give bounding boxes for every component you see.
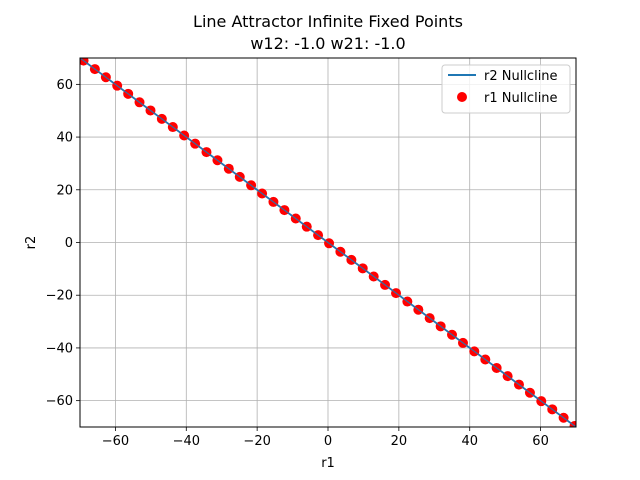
chart-subtitle: w12: -1.0 w21: -1.0	[250, 34, 405, 53]
y-tick-label: 40	[56, 131, 73, 146]
chart-title: Line Attractor Infinite Fixed Points	[193, 12, 463, 31]
x-tick-label: −20	[243, 434, 270, 449]
x-tick-label: 60	[532, 434, 549, 449]
x-tick-label: −40	[173, 434, 200, 449]
y-tick-label: 0	[65, 236, 73, 251]
y-tick-label: −40	[46, 341, 73, 356]
x-axis-label: r1	[321, 456, 335, 471]
y-axis-label: r2	[24, 236, 39, 250]
y-tick-label: 20	[56, 183, 73, 198]
y-tick-label: −60	[46, 394, 73, 409]
x-tick-label: 20	[391, 434, 408, 449]
y-tick-label: −20	[46, 289, 73, 304]
x-tick-label: 40	[461, 434, 478, 449]
legend-label-line: r2 Nullcline	[484, 69, 558, 84]
legend: r2 Nullcline r1 Nullcline	[442, 65, 570, 113]
legend-dot-swatch	[457, 92, 467, 102]
x-tick-label: 0	[324, 434, 332, 449]
x-tick-label: −60	[102, 434, 129, 449]
y-tick-label: 60	[56, 78, 73, 93]
legend-label-points: r1 Nullcline	[484, 91, 558, 106]
